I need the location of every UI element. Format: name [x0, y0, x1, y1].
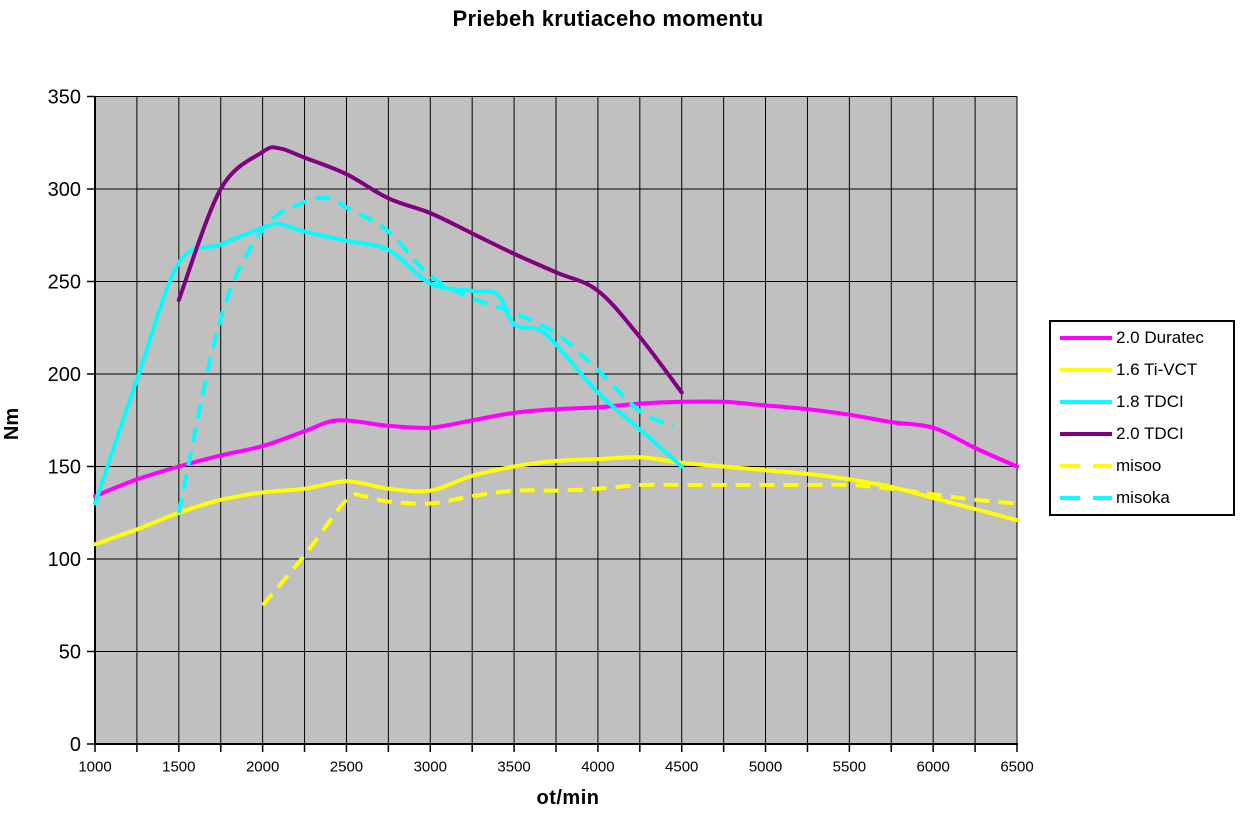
legend-item: misoo	[1051, 450, 1233, 482]
legend-swatch-solid-line	[1060, 368, 1112, 372]
legend-item-label: misoo	[1116, 456, 1162, 475]
legend-item-label: 2.0 Duratec	[1116, 328, 1204, 347]
y-tick-label: 350	[48, 87, 81, 109]
y-tick-label: 200	[48, 364, 81, 386]
x-tick-label: 2500	[330, 759, 363, 776]
legend-swatch-dashed-line	[1060, 464, 1112, 468]
y-tick-label: 0	[70, 734, 81, 756]
y-tick-label: 100	[48, 549, 81, 571]
legend-item: 2.0 Duratec	[1051, 322, 1233, 354]
chart-title: Priebeh krutiaceho momentu	[452, 6, 764, 31]
series-line-2-0-duratec	[93, 399, 1019, 499]
x-tick-label: 5500	[833, 759, 866, 776]
series-line-1-8-tdci	[93, 221, 684, 506]
y-tick-label: 300	[48, 179, 81, 201]
series-line-misoo	[261, 482, 1018, 607]
y-tick-label: 150	[48, 457, 81, 479]
legend-item-label: misoka	[1116, 488, 1170, 507]
legend-item: misoka	[1051, 482, 1233, 514]
x-axis-title: ot/min	[536, 787, 600, 809]
x-tick-label: 3500	[497, 759, 530, 776]
x-tick-label: 3000	[414, 759, 447, 776]
x-tick-label: 2000	[246, 759, 279, 776]
x-tick-label: 5000	[749, 759, 782, 776]
legend-swatch-dashed-line	[1060, 496, 1112, 500]
legend-item-label: 1.6 Ti-VCT	[1116, 360, 1198, 379]
legend: 2.0 Duratec 1.6 Ti-VCT 1.8 TDCI 2.0 TDCI mis…	[1049, 320, 1235, 516]
y-tick-label: 50	[59, 642, 81, 664]
legend-swatch-solid-line	[1060, 400, 1112, 404]
series-line-2-0-tdci	[176, 145, 684, 395]
y-tick-label: 250	[48, 272, 81, 294]
x-tick-label: 6000	[916, 759, 949, 776]
legend-swatch-solid-line	[1060, 336, 1112, 340]
series-line-misoka	[176, 195, 675, 514]
x-tick-label: 4500	[665, 759, 698, 776]
series-line-1-6-ti-vct	[93, 455, 1019, 547]
x-tick-label: 1000	[78, 759, 111, 776]
legend-item: 1.6 Ti-VCT	[1051, 354, 1233, 386]
legend-item-label: 1.8 TDCI	[1116, 392, 1184, 411]
x-tick-label: 4000	[581, 759, 614, 776]
x-tick-label: 1500	[162, 759, 195, 776]
x-tick-label: 6500	[1000, 759, 1033, 776]
legend-item-label: 2.0 TDCI	[1116, 424, 1184, 443]
legend-item: 2.0 TDCI	[1051, 418, 1233, 450]
legend-swatch-solid-line	[1060, 432, 1112, 436]
legend-item: 1.8 TDCI	[1051, 386, 1233, 418]
plot-area: 1000 1500 2000 2500 3000 3500 4000 4500 5000 5500…	[48, 87, 1034, 776]
